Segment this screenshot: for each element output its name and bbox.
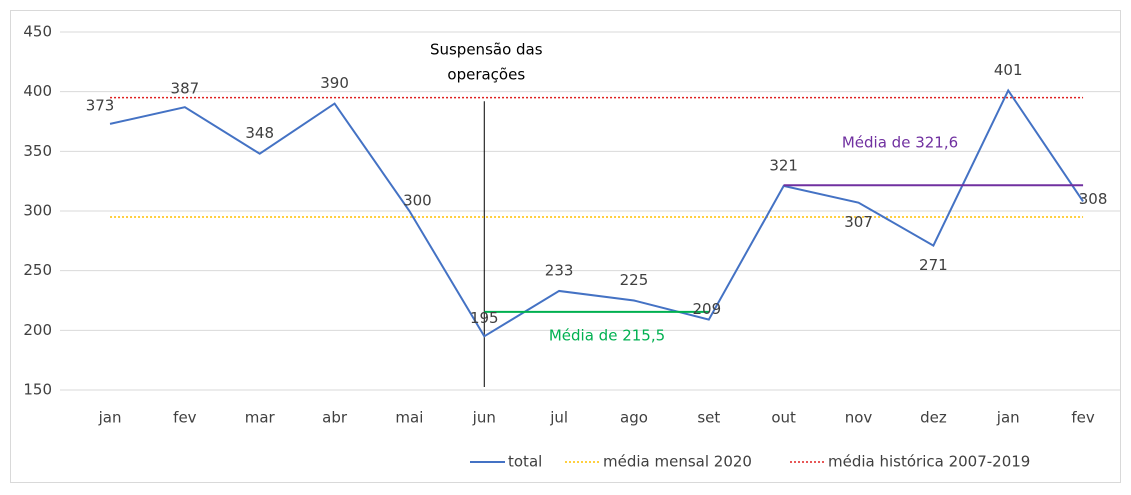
x-tick-label: jul: [549, 409, 568, 427]
y-tick-label: 400: [23, 82, 52, 100]
data-label: 390: [320, 74, 349, 92]
data-label: 300: [403, 192, 432, 210]
x-tick-label: jan: [996, 409, 1020, 427]
average-label: Média de 215,5: [549, 327, 665, 345]
x-tick-label: set: [697, 409, 720, 427]
x-tick-label: jan: [98, 409, 122, 427]
x-tick-label: fev: [173, 409, 197, 427]
legend-label: total: [508, 453, 542, 471]
data-label: 373: [86, 96, 115, 114]
event-label: operações: [447, 66, 525, 84]
x-tick-label: fev: [1071, 409, 1095, 427]
x-tick-label: ago: [620, 409, 648, 427]
data-label: 307: [844, 213, 873, 231]
data-label: 401: [994, 61, 1023, 79]
y-tick-label: 250: [23, 261, 52, 279]
data-label: 308: [1079, 190, 1108, 208]
data-label: 195: [470, 309, 499, 327]
data-label: 271: [919, 256, 948, 274]
x-tick-label: nov: [845, 409, 873, 427]
y-tick-label: 350: [23, 142, 52, 160]
legend-label: média mensal 2020: [603, 453, 752, 471]
x-tick-label: mar: [245, 409, 276, 427]
legend-label: média histórica 2007-2019: [828, 453, 1030, 471]
y-tick-label: 450: [23, 23, 52, 41]
x-tick-label: mai: [395, 409, 423, 427]
average-label: Média de 321,6: [842, 134, 958, 152]
series-line: [109, 88, 1084, 338]
data-label: 209: [693, 300, 722, 318]
chart-border: [10, 10, 1121, 483]
y-tick-label: 150: [23, 381, 52, 399]
y-tick-label: 200: [23, 321, 52, 339]
x-tick-label: abr: [322, 409, 348, 427]
data-label: 348: [245, 124, 274, 142]
y-tick-label: 300: [23, 202, 52, 220]
data-label: 233: [545, 261, 574, 279]
data-label: 321: [769, 156, 798, 174]
x-tick-label: dez: [920, 409, 947, 427]
data-label: 387: [171, 80, 200, 98]
x-tick-label: out: [771, 409, 796, 427]
event-label: Suspensão das: [430, 41, 543, 59]
data-label: 225: [620, 271, 649, 289]
x-tick-label: jun: [472, 409, 496, 427]
